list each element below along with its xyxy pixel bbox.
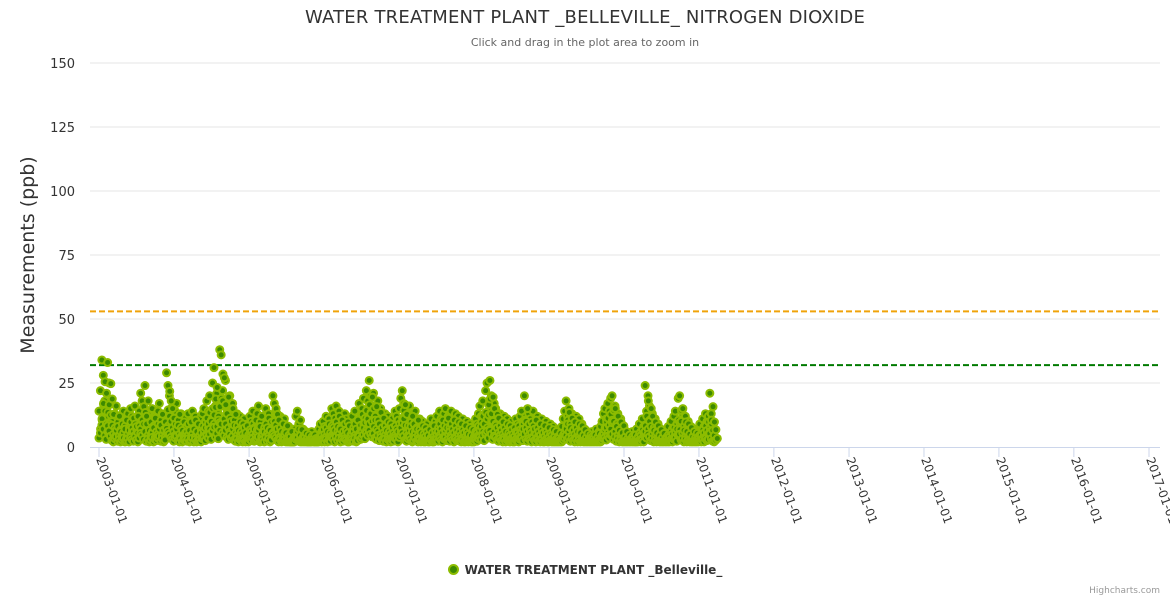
data-point: [212, 382, 222, 392]
data-point: [413, 415, 423, 425]
data-point: [708, 402, 718, 412]
data-point: [610, 404, 620, 414]
data-point: [711, 425, 721, 435]
data-point: [140, 381, 150, 391]
data-point: [488, 392, 498, 402]
y-axis-title: Measurements (ppb): [17, 156, 39, 353]
x-tick-label: 2013-01-01: [843, 455, 880, 525]
y-tick-label: 25: [58, 377, 75, 392]
data-point: [111, 401, 121, 411]
y-tick-label: 50: [58, 313, 75, 328]
data-point: [678, 404, 688, 414]
data-point: [142, 411, 152, 421]
data-point: [168, 404, 178, 414]
data-point: [709, 417, 719, 427]
y-tick-label: 150: [50, 57, 75, 72]
credits-link[interactable]: Highcharts.com: [1089, 586, 1160, 596]
legend-item-label: WATER TREATMENT PLANT _Belleville_: [464, 563, 723, 577]
x-tick-label: 2003-01-01: [93, 455, 130, 525]
data-point: [364, 375, 374, 385]
data-point: [254, 401, 264, 411]
legend-marker-icon: [447, 564, 459, 575]
data-point: [154, 398, 164, 408]
data-point: [675, 391, 685, 401]
data-point: [102, 388, 112, 398]
data-point: [209, 363, 219, 373]
data-point: [643, 396, 653, 406]
plot-lines: [90, 310, 1160, 367]
data-point: [166, 396, 176, 406]
x-tick-label: 2017-01-01: [1143, 455, 1170, 525]
data-point: [175, 409, 185, 419]
y-axis: 0 25 50 75 100 125 150: [50, 57, 75, 456]
data-point: [107, 394, 117, 404]
data-point: [231, 409, 241, 419]
data-point: [219, 373, 229, 383]
data-point: [519, 391, 529, 401]
data-point: [224, 392, 234, 402]
legend-item[interactable]: WATER TREATMENT PLANT _Belleville_: [447, 563, 723, 577]
data-point: [397, 386, 407, 396]
data-point: [143, 396, 153, 406]
y-tick-label: 75: [58, 249, 75, 264]
x-tick-label: 2004-01-01: [168, 455, 205, 525]
data-point: [523, 404, 533, 414]
data-point: [372, 402, 382, 412]
data-point: [106, 379, 116, 389]
data-point: [292, 406, 302, 416]
x-tick-label: 2010-01-01: [618, 455, 655, 525]
data-point: [257, 411, 267, 421]
x-tick-label: 2007-01-01: [393, 455, 430, 525]
data-point: [712, 433, 722, 443]
x-tick-label: 2016-01-01: [1068, 455, 1105, 525]
data-point: [165, 386, 175, 396]
data-point: [400, 400, 410, 410]
data-point: [640, 381, 650, 391]
grid-lines: [90, 62, 1160, 384]
data-point: [485, 375, 495, 385]
x-tick-label: 2006-01-01: [318, 455, 355, 525]
x-tick-label: 2014-01-01: [918, 455, 955, 525]
data-point: [136, 388, 146, 398]
x-tick-label: 2015-01-01: [993, 455, 1030, 525]
y-tick-label: 0: [67, 441, 75, 456]
series-points: [94, 345, 722, 447]
data-point: [268, 391, 278, 401]
y-tick-label: 125: [50, 121, 75, 136]
data-point: [367, 392, 377, 402]
x-tick-label: 2011-01-01: [693, 455, 730, 525]
x-axis: 2003-01-01 2004-01-01 2005-01-01 2006-01-01…: [90, 447, 1170, 526]
chart-subtitle: Click and drag in the plot area to zoom …: [470, 36, 700, 49]
x-tick-label: 2009-01-01: [543, 455, 580, 525]
data-point: [283, 421, 293, 431]
legend: WATER TREATMENT PLANT _Belleville_: [0, 563, 1170, 577]
data-point: [114, 411, 124, 421]
x-tick-label: 2005-01-01: [243, 455, 280, 525]
data-point: [216, 350, 226, 360]
x-tick-label: 2008-01-01: [468, 455, 505, 525]
data-point: [561, 396, 571, 406]
data-point: [607, 391, 617, 401]
data-point: [296, 415, 306, 425]
data-point: [646, 404, 656, 414]
y-tick-label: 100: [50, 185, 75, 200]
data-point: [221, 400, 231, 410]
x-tick-label: 2012-01-01: [768, 455, 805, 525]
data-point: [705, 388, 715, 398]
chart-title: WATER TREATMENT PLANT _BELLEVILLE_ NITRO…: [304, 7, 866, 28]
data-point: [103, 358, 113, 368]
data-point: [162, 368, 172, 378]
